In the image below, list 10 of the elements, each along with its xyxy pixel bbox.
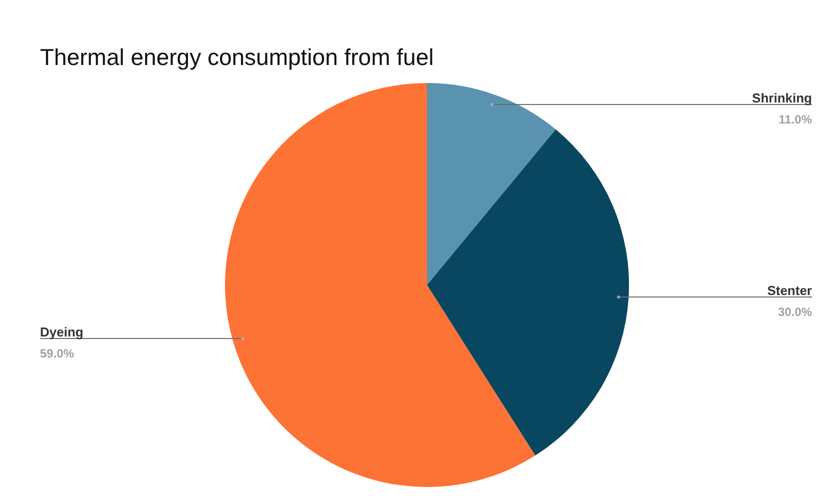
chart-title: Thermal energy consumption from fuel bbox=[40, 44, 434, 70]
data-label: 59.0% bbox=[40, 346, 74, 361]
data-label: 30.0% bbox=[778, 305, 812, 320]
pie-slice bbox=[427, 129, 629, 456]
pie-slice bbox=[427, 83, 556, 285]
slice-label: Stenter bbox=[767, 283, 812, 298]
slice-label: Dyeing bbox=[40, 324, 84, 340]
slice-label: Shrinking bbox=[752, 90, 812, 106]
data-label: 11.0% bbox=[778, 112, 812, 126]
pie-slice bbox=[225, 83, 536, 487]
